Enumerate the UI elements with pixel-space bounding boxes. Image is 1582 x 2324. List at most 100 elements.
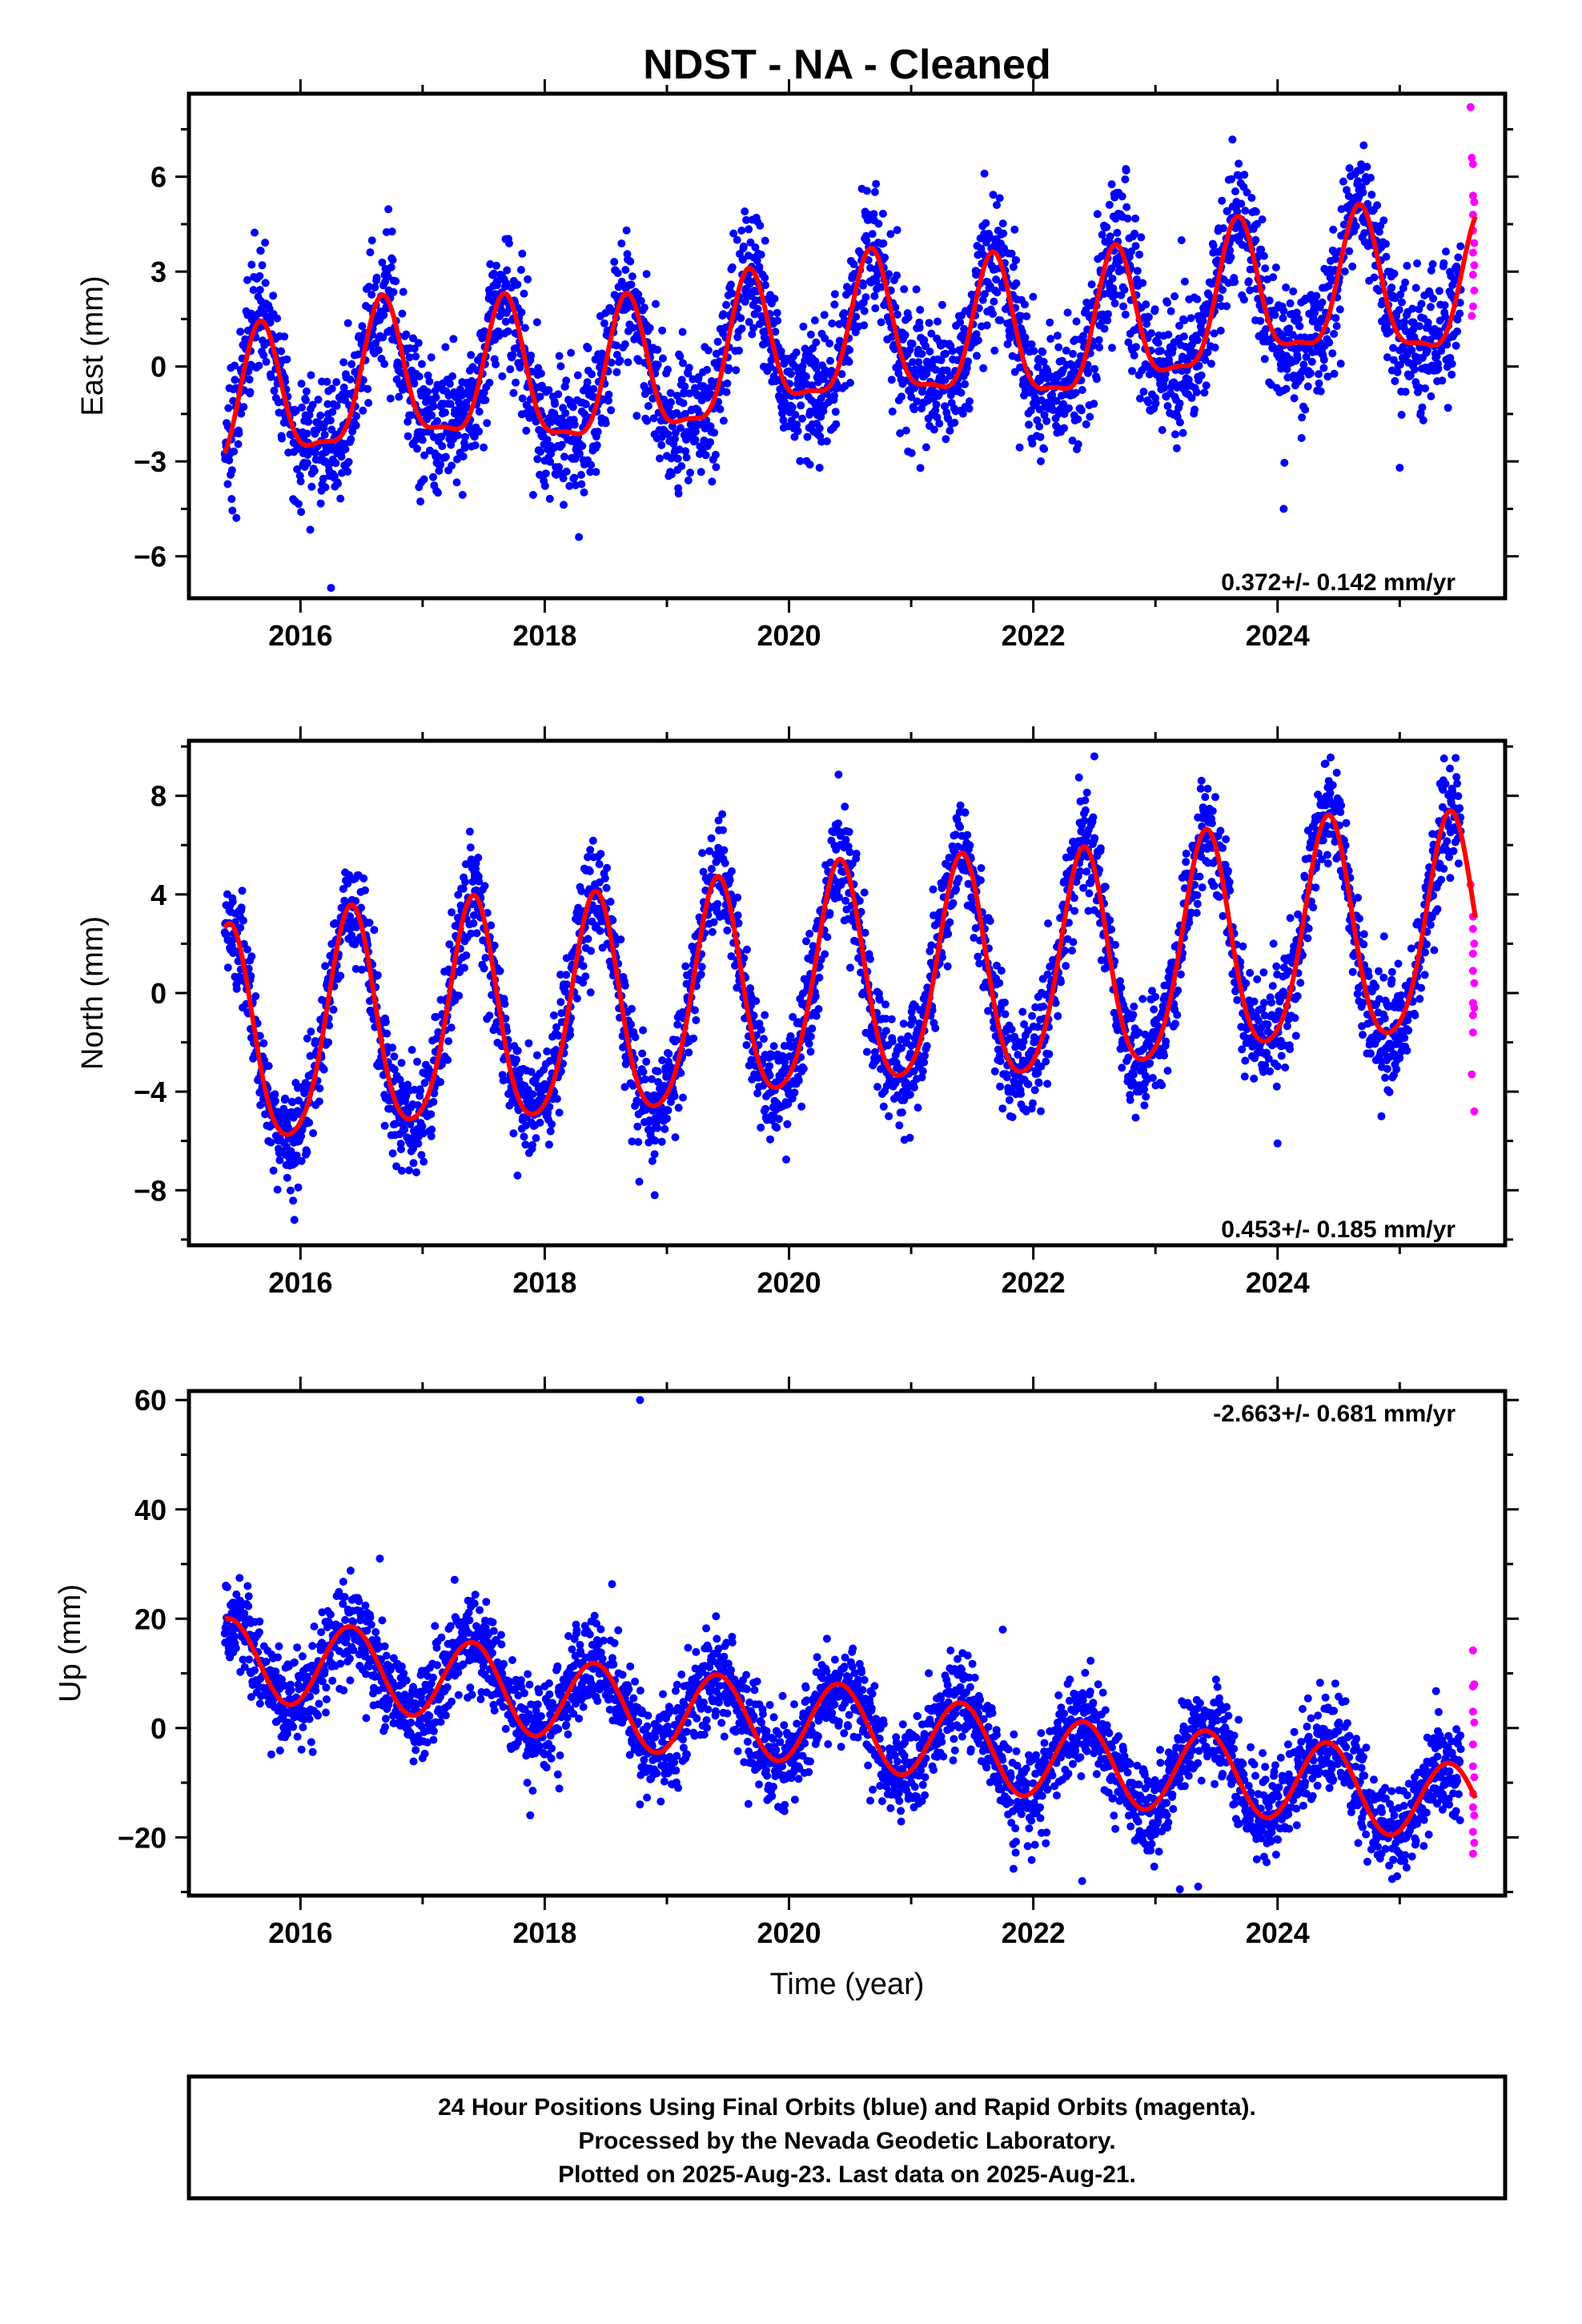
east-final-orbit-point bbox=[475, 427, 484, 436]
east-final-orbit-point bbox=[1216, 326, 1225, 335]
east-final-orbit-point bbox=[992, 275, 1001, 283]
east-final-orbit-point bbox=[659, 354, 667, 363]
east-final-orbit-point bbox=[617, 239, 626, 247]
east-final-orbit-point bbox=[1163, 298, 1172, 307]
east-final-orbit-point bbox=[561, 409, 570, 417]
north-final-orbit-point bbox=[759, 1035, 768, 1043]
east-final-orbit-point bbox=[612, 341, 620, 350]
east-final-orbit-point bbox=[1398, 298, 1406, 307]
north-final-orbit-point bbox=[271, 1096, 279, 1105]
east-final-orbit-point bbox=[946, 372, 954, 380]
east-rate-label: 0.372+/- 0.142 mm/yr bbox=[1221, 569, 1456, 596]
east-final-orbit-point bbox=[1021, 333, 1030, 342]
east-final-orbit-point bbox=[1092, 375, 1101, 384]
east-final-orbit-point bbox=[1390, 269, 1399, 278]
east-final-orbit-point bbox=[560, 452, 568, 461]
east-final-orbit-point bbox=[303, 459, 311, 468]
east-final-orbit-point bbox=[1103, 316, 1112, 325]
east-final-orbit-point bbox=[657, 440, 666, 449]
east-final-orbit-point bbox=[1415, 322, 1423, 331]
east-final-orbit-point bbox=[796, 456, 805, 465]
east-final-orbit-point bbox=[860, 307, 869, 316]
east-final-orbit-point bbox=[1108, 344, 1116, 352]
east-final-orbit-point bbox=[982, 321, 991, 330]
east-final-orbit-point bbox=[546, 457, 555, 466]
east-final-orbit-point bbox=[243, 275, 251, 284]
east-final-orbit-point bbox=[388, 255, 397, 264]
east-final-orbit-point bbox=[471, 441, 480, 449]
north-final-orbit-point bbox=[709, 918, 718, 927]
east-final-orbit-point bbox=[667, 398, 675, 407]
east-final-orbit-point bbox=[1184, 376, 1193, 384]
east-final-orbit-point bbox=[1154, 339, 1162, 348]
east-final-orbit-point bbox=[1077, 406, 1086, 415]
east-final-orbit-point bbox=[1166, 307, 1175, 316]
east-final-orbit-point bbox=[1332, 322, 1341, 331]
east-final-orbit-point bbox=[946, 426, 954, 435]
north-final-orbit-point bbox=[713, 899, 722, 908]
east-final-orbit-point bbox=[830, 290, 839, 299]
north-final-orbit-point bbox=[562, 971, 571, 979]
east-final-orbit-point bbox=[545, 494, 554, 503]
east-final-orbit-point bbox=[1072, 317, 1081, 326]
east-final-orbit-point bbox=[965, 404, 974, 413]
north-final-orbit-point bbox=[319, 1065, 328, 1074]
east-final-orbit-point bbox=[555, 463, 564, 472]
east-final-orbit-point bbox=[234, 440, 243, 448]
east-final-orbit-point bbox=[1439, 259, 1448, 267]
east-final-orbit-point bbox=[1258, 215, 1267, 223]
east-final-orbit-point bbox=[1443, 404, 1452, 412]
north-final-orbit-point bbox=[267, 1138, 275, 1147]
east-final-orbit-point bbox=[733, 235, 741, 244]
east-final-orbit-point bbox=[1089, 341, 1098, 350]
east-final-orbit-point bbox=[261, 239, 270, 247]
east-final-orbit-point bbox=[481, 396, 490, 404]
east-final-orbit-point bbox=[938, 300, 946, 309]
east-final-orbit-point bbox=[344, 457, 353, 466]
east-final-orbit-point bbox=[580, 488, 588, 497]
east-final-orbit-point bbox=[1233, 207, 1242, 216]
east-final-orbit-point bbox=[1418, 403, 1427, 412]
east-final-orbit-point bbox=[809, 344, 817, 352]
east-final-orbit-point bbox=[255, 271, 264, 280]
east-final-orbit-point bbox=[365, 283, 373, 291]
north-final-orbit-point bbox=[664, 1106, 673, 1115]
east-final-orbit-point bbox=[628, 324, 637, 332]
east-final-orbit-point bbox=[727, 280, 735, 289]
east-final-orbit-point bbox=[544, 386, 553, 395]
east-final-orbit-point bbox=[706, 438, 715, 447]
east-final-orbit-point bbox=[1307, 369, 1315, 378]
east-final-orbit-point bbox=[821, 334, 829, 343]
east-final-orbit-point bbox=[868, 230, 877, 239]
east-final-orbit-point bbox=[739, 242, 748, 251]
north-final-orbit-point bbox=[653, 1124, 662, 1132]
east-final-orbit-point bbox=[1410, 365, 1419, 374]
east-final-orbit-point bbox=[1328, 349, 1337, 358]
north-final-orbit-point bbox=[719, 826, 727, 834]
north-final-orbit-point bbox=[365, 919, 374, 927]
east-final-orbit-point bbox=[592, 441, 601, 449]
east-final-orbit-point bbox=[909, 405, 918, 414]
north-final-orbit-point bbox=[418, 1122, 427, 1131]
east-final-orbit-point bbox=[402, 330, 411, 339]
east-final-orbit-point bbox=[517, 308, 526, 316]
north-final-orbit-point bbox=[639, 1026, 648, 1035]
north-final-orbit-point bbox=[774, 1115, 783, 1124]
east-final-orbit-point bbox=[788, 403, 797, 412]
east-final-orbit-point bbox=[881, 253, 889, 262]
east-final-orbit-point bbox=[793, 427, 802, 436]
east-final-orbit-point bbox=[425, 377, 434, 386]
north-final-orbit-point bbox=[496, 967, 504, 975]
east-final-orbit-point bbox=[297, 380, 306, 388]
east-final-orbit-point bbox=[837, 370, 846, 379]
east-final-orbit-point bbox=[1053, 332, 1062, 340]
east-final-orbit-point bbox=[1330, 369, 1339, 378]
east-final-orbit-point bbox=[612, 368, 621, 376]
east-final-orbit-point bbox=[506, 365, 515, 374]
north-final-orbit-point bbox=[237, 903, 246, 912]
east-final-orbit-point bbox=[455, 398, 464, 407]
east-final-orbit-point bbox=[998, 219, 1007, 228]
east-final-orbit-point bbox=[1164, 330, 1173, 339]
north-final-orbit-point bbox=[459, 884, 468, 893]
